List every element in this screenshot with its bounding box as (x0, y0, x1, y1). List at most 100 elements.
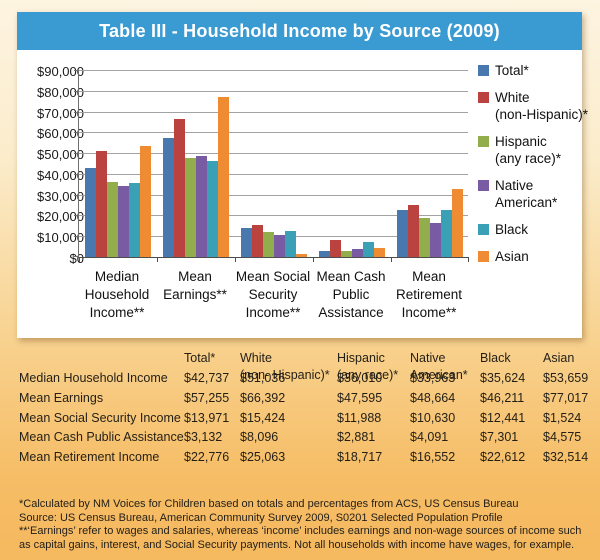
footnote-line: *Calculated by NM Voices for Children ba… (19, 498, 519, 510)
table-cell: $33,963 (410, 371, 456, 386)
x-axis-tick-mark (79, 257, 80, 262)
chart-title-bar: Table III - Household Income by Source (… (17, 12, 582, 50)
category-label-line: Earnings** (163, 287, 227, 302)
category-label-line: Income** (401, 305, 457, 320)
category-label-line: Income** (245, 305, 301, 320)
footnote-line: **‘Earnings’ refer to wages and salaries… (19, 525, 582, 551)
bar-white-non-hispanic (330, 240, 341, 257)
legend-swatch (478, 251, 489, 262)
y-axis-tick-label: $50,000 (37, 147, 84, 163)
legend-label-line: White (495, 90, 530, 105)
bar-white-non-hispanic (408, 204, 419, 257)
bar-asian (296, 253, 307, 257)
legend-label: Native American* (495, 177, 557, 211)
y-axis-tick-label: $10,000 (37, 230, 84, 246)
column-header-line: White (240, 351, 272, 365)
category-label-line: Mean (178, 269, 212, 284)
category-label-line: Mean Social (235, 269, 311, 284)
bar-native-american (274, 234, 285, 257)
gridline (79, 111, 468, 113)
column-header-line: Total* (184, 351, 216, 365)
income-data-table: Total* White (non- Hispanic)* Hispanic (any … (19, 349, 600, 467)
legend-label: Hispanic (any race)* (495, 133, 561, 167)
table-cell: $46,211 (480, 390, 525, 405)
bar-total (85, 168, 96, 257)
bar-native-american (196, 155, 207, 257)
y-axis-tick-label: $20,000 (37, 209, 84, 225)
table-cell: $53,659 (543, 371, 589, 386)
y-axis: $0 $10,000 $20,000 $30,000 $40,000 $50,000 $60… (17, 64, 87, 266)
table-cell: $11,988 (337, 410, 382, 425)
y-axis-tick-mark (74, 70, 79, 71)
bar-black (441, 210, 452, 257)
bar-asian (140, 145, 151, 257)
table-cell: $36,010 (337, 371, 383, 386)
y-axis-tick-label: $0 (69, 251, 84, 266)
chart-card: Table III - Household Income by Source (… (17, 12, 588, 338)
column-header-line: American* (410, 368, 468, 382)
x-axis-tick-mark (313, 257, 314, 262)
table-cell: $13,971 (184, 410, 230, 425)
column-header-line: (non- Hispanic)* (240, 368, 330, 382)
bar-hispanic-any-race (419, 218, 430, 257)
legend-swatch (478, 65, 489, 76)
table-cell: $47,595 (337, 390, 383, 405)
legend-label-line: Native (495, 178, 534, 193)
bar-total (241, 227, 252, 257)
gridline (79, 70, 468, 71)
legend-swatch (478, 224, 489, 235)
bar-asian (374, 247, 385, 257)
table-cell: $48,664 (410, 390, 456, 405)
table-cell: $10,630 (410, 410, 456, 425)
table-cell: $1,524 (543, 410, 582, 425)
table-cell: $18,717 (337, 449, 383, 464)
legend-label-line: Hispanic (495, 134, 547, 149)
gridline (79, 153, 468, 155)
x-axis-tick-mark (235, 257, 236, 262)
table-cell: $4,091 (410, 430, 449, 445)
category-label: Mean Cash Public Assistance (302, 268, 400, 322)
legend-item: Black (478, 221, 580, 238)
bar-total (319, 250, 330, 257)
footnotes: *Calculated by NM Voices for Children ba… (19, 498, 591, 552)
legend-label-line: Asian (495, 249, 529, 264)
bar-white-non-hispanic (96, 150, 107, 257)
y-axis-tick-mark (74, 173, 79, 175)
y-axis-tick-label: $60,000 (37, 126, 84, 142)
chart-title: Table III - Household Income by Source (… (99, 20, 500, 41)
legend-label-line: (any race)* (495, 151, 562, 166)
gridline (79, 90, 468, 92)
gridline (79, 173, 468, 175)
y-axis-tick-mark (74, 256, 79, 257)
column-header-line: Hispanic (337, 351, 385, 365)
category-label-line: Mean Cash (316, 269, 386, 284)
y-axis-tick-mark (74, 153, 79, 155)
column-header-line: Native (410, 351, 446, 365)
table-cell: $2,881 (337, 430, 376, 445)
category-label: Mean Retirement Income** (380, 268, 478, 322)
bar-group (79, 71, 157, 257)
y-axis-tick-label: $90,000 (37, 64, 84, 79)
bar-black (363, 241, 374, 257)
column-header: Black (480, 349, 543, 390)
footnote-line: Source: US Census Bureau, American Commu… (19, 511, 503, 524)
legend-item: Native American* (478, 177, 580, 211)
column-header: Hispanic (any race)* (337, 349, 410, 390)
row-label: Mean Earnings (19, 390, 104, 405)
legend-item: Total* (478, 62, 580, 79)
legend-label-line: Black (495, 222, 529, 237)
table-cell: $3,132 (184, 430, 223, 445)
table-cell: $57,255 (184, 390, 230, 405)
legend-item: Asian (478, 248, 580, 265)
bar-group (313, 71, 391, 257)
gridline (79, 194, 468, 196)
legend-label: Total* (495, 62, 529, 79)
column-header: Native American* (410, 349, 480, 390)
bar-group (235, 71, 313, 257)
table-cell: $22,776 (184, 449, 230, 464)
column-header: White (non- Hispanic)* (240, 349, 337, 390)
bar-hispanic-any-race (185, 158, 196, 257)
legend-label: Asian (495, 248, 529, 265)
table-cell: $66,392 (240, 390, 286, 405)
legend-swatch (478, 136, 489, 147)
